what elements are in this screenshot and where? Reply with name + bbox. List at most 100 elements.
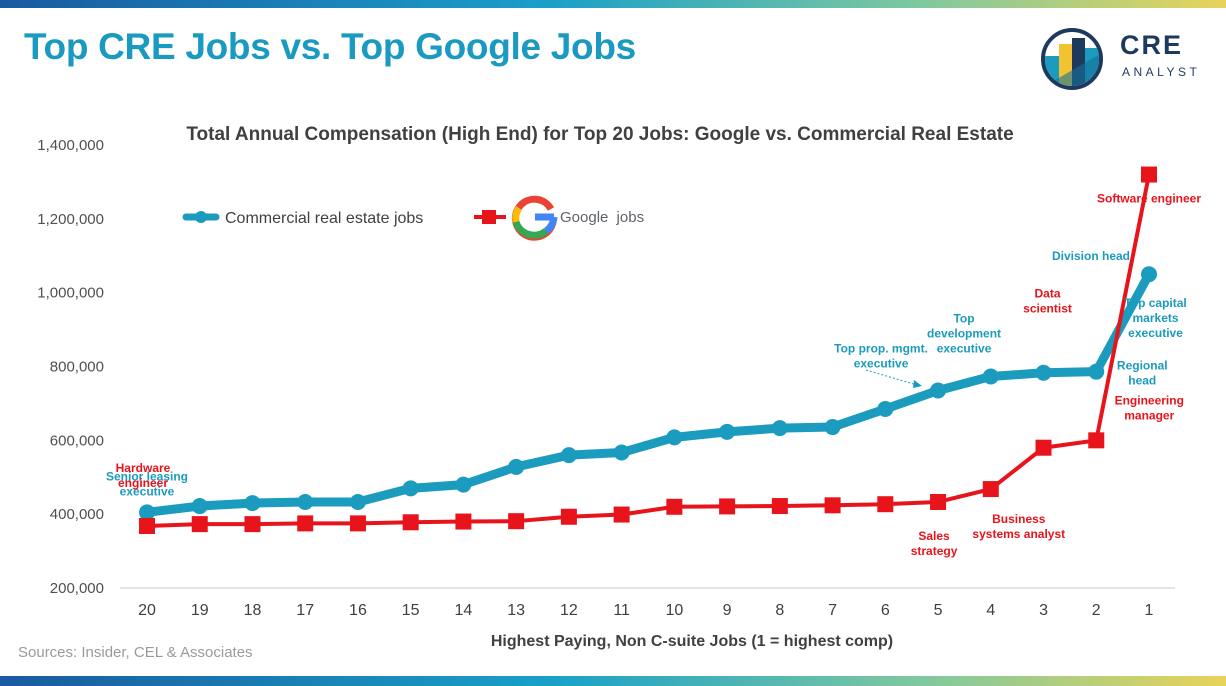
google-annotation: Sales strategy	[911, 529, 958, 558]
google-data-point	[1088, 432, 1105, 449]
x-tick-label: 1	[1145, 602, 1154, 619]
cre-data-point	[1141, 266, 1157, 283]
y-axis: 200,000 400,000 600,000 800,000 1,000,000 1,2…	[37, 137, 104, 597]
cre-data-point	[719, 423, 736, 440]
google-data-point	[402, 514, 419, 531]
x-tick-label: 6	[881, 602, 890, 619]
x-tick-label: 19	[191, 602, 209, 619]
legend-label-cre: Commercial real estate jobs	[225, 210, 423, 227]
cre-annotation: Regional head	[1117, 359, 1168, 388]
cre-annotation: Top development executive	[927, 311, 1001, 355]
google-logo-icon	[511, 195, 558, 241]
x-tick-label: 16	[349, 602, 367, 619]
legend-item-google: Google jobs	[474, 195, 644, 241]
google-data-point	[191, 516, 208, 533]
logo-wordmark: CRE	[1120, 30, 1184, 60]
google-data-point	[139, 517, 155, 534]
x-tick-label: 20	[138, 602, 156, 619]
x-tick-label: 3	[1039, 602, 1048, 619]
x-tick-label: 7	[828, 602, 837, 619]
google-data-point	[349, 515, 366, 532]
legend-label-google: Google jobs	[560, 209, 644, 226]
google-data-point	[771, 498, 788, 515]
google-data-point	[508, 513, 525, 530]
bottom-accent-bar	[0, 676, 1226, 686]
cre-data-point	[824, 419, 841, 436]
google-annotation: Data scientist	[1023, 287, 1072, 316]
x-tick-label: 8	[775, 602, 784, 619]
legend-item-cre: Commercial real estate jobs	[182, 210, 423, 227]
legend-google-word: Google	[560, 209, 608, 226]
chart-title: Total Annual Compensation (High End) for…	[186, 124, 1013, 145]
x-tick-label: 14	[455, 602, 473, 619]
google-annotation: Engineering manager	[1115, 393, 1184, 422]
cre-data-point	[455, 476, 472, 493]
logo-emblem-icon	[1041, 28, 1103, 90]
x-tick-label: 10	[665, 602, 683, 619]
google-data-point	[1141, 166, 1157, 183]
google-annotation: Hardware engineer	[116, 461, 171, 490]
google-annotation: Business systems analyst	[972, 512, 1065, 541]
cre-data-point	[244, 495, 261, 512]
google-data-point	[982, 481, 999, 498]
google-data-point	[1035, 439, 1052, 456]
x-tick-label: 17	[296, 602, 314, 619]
cre-annotation: Senior leasing executive	[106, 469, 188, 498]
cre-data-point	[191, 498, 208, 515]
cre-data-point	[982, 368, 999, 385]
top-accent-bar	[0, 0, 1226, 8]
y-tick-label: 1,000,000	[37, 285, 104, 302]
x-tick-label: 18	[244, 602, 262, 619]
cre-data-point	[297, 493, 314, 510]
cre-annotation: Division head	[1052, 249, 1130, 263]
x-tick-label: 5	[934, 602, 943, 619]
x-axis: 20 19 18 17 16 15 14 13 12 11 10 9 8 7 6 5 4 3 2 1	[138, 602, 1153, 619]
logo-subtitle: ANALYST	[1122, 65, 1201, 79]
google-data-point	[297, 515, 314, 532]
sources-note: Sources: Insider, CEL & Associates	[18, 644, 253, 661]
y-tick-label: 800,000	[50, 359, 104, 376]
google-data-point	[613, 506, 630, 523]
google-data-point	[455, 513, 472, 530]
page-title: Top CRE Jobs vs. Top Google Jobs	[24, 26, 636, 67]
x-tick-label: 4	[986, 602, 995, 619]
cre-annotation: Top capital markets executive	[1124, 296, 1186, 340]
annotation-arrow	[865, 369, 918, 386]
y-tick-label: 1,400,000	[37, 137, 104, 154]
cre-data-point	[771, 420, 788, 437]
cre-data-point	[560, 447, 577, 464]
google-series-line	[146, 174, 1151, 528]
cre-annotation: Top prop. mgmt. executive	[834, 341, 928, 370]
cre-series-points	[139, 266, 1157, 521]
google-data-point	[877, 496, 894, 513]
y-tick-label: 400,000	[50, 506, 104, 523]
google-data-point	[244, 516, 261, 533]
annotations: Senior leasing executive Top prop. mgmt. ex…	[106, 192, 1201, 558]
x-tick-label: 12	[560, 602, 578, 619]
x-tick-label: 15	[402, 602, 420, 619]
x-tick-label: 11	[613, 602, 630, 619]
google-data-point	[560, 508, 577, 525]
google-annotation: Software engineer	[1097, 192, 1201, 206]
x-tick-label: 9	[723, 602, 732, 619]
cre-analyst-logo: CRE ANALYST	[1040, 26, 1215, 92]
legend: Commercial real estate jobs Google jobs	[182, 195, 644, 241]
cre-data-point	[1035, 364, 1052, 381]
cre-data-point	[508, 458, 525, 475]
cre-data-point	[613, 444, 630, 461]
google-data-point	[666, 498, 683, 515]
google-data-point	[824, 497, 841, 514]
cre-data-point	[349, 493, 366, 510]
cre-data-point	[877, 400, 894, 417]
y-tick-label: 600,000	[50, 432, 104, 449]
cre-data-point	[139, 504, 155, 521]
google-data-point	[930, 493, 947, 510]
x-tick-label: 2	[1092, 602, 1101, 619]
google-series-points	[139, 166, 1157, 534]
y-tick-label: 200,000	[50, 580, 104, 597]
y-tick-label: 1,200,000	[37, 211, 104, 228]
annotation-arrowhead	[913, 380, 922, 388]
x-axis-title: Highest Paying, Non C-suite Jobs (1 = hi…	[491, 633, 893, 650]
legend-google-suffix: jobs	[616, 209, 645, 226]
